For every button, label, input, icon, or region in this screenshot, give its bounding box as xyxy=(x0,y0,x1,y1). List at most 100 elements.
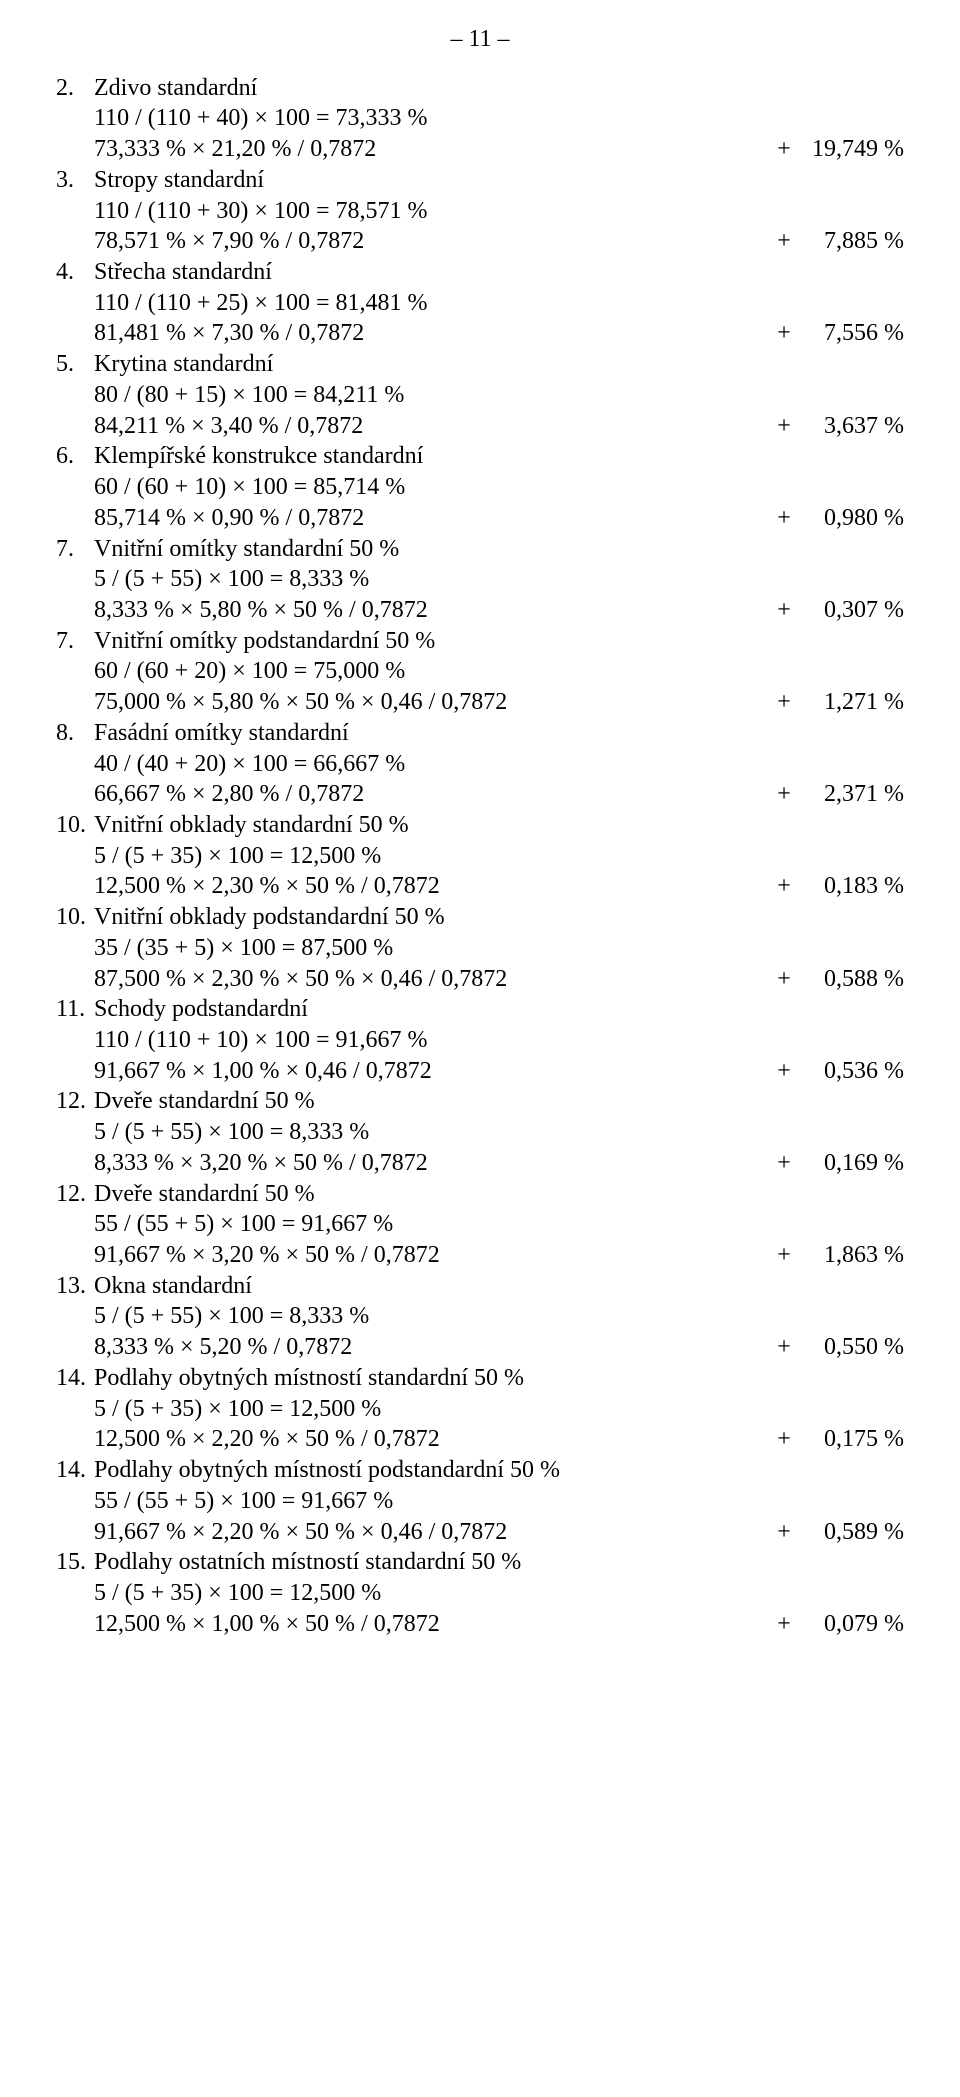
item-value: 19,749 % xyxy=(794,134,904,165)
item-heading-row: 14.Podlahy obytných místností podstandar… xyxy=(56,1455,904,1486)
item-calc: 110 / (110 + 10) × 100 = 91,667 % xyxy=(94,1025,904,1056)
item-calc: 5 / (5 + 55) × 100 = 8,333 % xyxy=(94,1117,904,1148)
calculation-item: 11.Schody podstandardní110 / (110 + 10) … xyxy=(56,994,904,1086)
item-result: 91,667 % × 2,20 % × 50 % × 0,46 / 0,7872 xyxy=(94,1517,507,1548)
item-heading: Stropy standardní xyxy=(94,165,264,196)
plus-sign: + xyxy=(774,318,794,349)
item-result: 91,667 % × 1,00 % × 0,46 / 0,7872 xyxy=(94,1056,432,1087)
document-page: – 11 – 2.Zdivo standardní110 / (110 + 40… xyxy=(0,0,960,1679)
item-heading-row: 2.Zdivo standardní xyxy=(56,73,904,104)
item-value-cell: +1,271 % xyxy=(728,687,904,718)
item-value-cell: +0,536 % xyxy=(728,1056,904,1087)
item-calc: 5 / (5 + 35) × 100 = 12,500 % xyxy=(94,1578,904,1609)
item-result-row: 81,481 % × 7,30 % / 0,7872 +7,556 % xyxy=(56,318,904,349)
plus-sign: + xyxy=(774,1424,794,1455)
item-result: 91,667 % × 3,20 % × 50 % / 0,7872 xyxy=(94,1240,440,1271)
item-value: 0,183 % xyxy=(794,871,904,902)
item-value: 0,079 % xyxy=(794,1609,904,1640)
item-calc: 110 / (110 + 25) × 100 = 81,481 % xyxy=(94,288,904,319)
item-value: 0,589 % xyxy=(794,1517,904,1548)
plus-sign: + xyxy=(774,503,794,534)
item-calc: 60 / (60 + 10) × 100 = 85,714 % xyxy=(94,472,904,503)
item-heading: Schody podstandardní xyxy=(94,994,308,1025)
item-heading: Vnitřní omítky podstandardní 50 % xyxy=(94,626,435,657)
item-heading-row: 3.Stropy standardní xyxy=(56,165,904,196)
item-heading-row: 12.Dveře standardní 50 % xyxy=(56,1179,904,1210)
item-calc: 35 / (35 + 5) × 100 = 87,500 % xyxy=(94,933,904,964)
item-heading-row: 10.Vnitřní obklady podstandardní 50 % xyxy=(56,902,904,933)
item-result: 66,667 % × 2,80 % / 0,7872 xyxy=(94,779,364,810)
item-heading-row: 14.Podlahy obytných místností standardní… xyxy=(56,1363,904,1394)
item-value: 1,271 % xyxy=(794,687,904,718)
plus-sign: + xyxy=(774,411,794,442)
item-heading-row: 15.Podlahy ostatních místností standardn… xyxy=(56,1547,904,1578)
item-heading-row: 12.Dveře standardní 50 % xyxy=(56,1086,904,1117)
item-number: 14. xyxy=(56,1363,94,1394)
item-calc: 5 / (5 + 55) × 100 = 8,333 % xyxy=(94,1301,904,1332)
item-value-cell: +0,169 % xyxy=(728,1148,904,1179)
item-heading-row: 7.Vnitřní omítky standardní 50 % xyxy=(56,534,904,565)
item-result-row: 8,333 % × 5,80 % × 50 % / 0,7872+0,307 % xyxy=(56,595,904,626)
item-result: 87,500 % × 2,30 % × 50 % × 0,46 / 0,7872 xyxy=(94,964,507,995)
item-result: 84,211 % × 3,40 % / 0,7872 xyxy=(94,411,363,442)
plus-sign: + xyxy=(774,595,794,626)
plus-sign: + xyxy=(774,779,794,810)
item-result: 78,571 % × 7,90 % / 0,7872 xyxy=(94,226,364,257)
item-heading: Dveře standardní 50 % xyxy=(94,1179,315,1210)
item-heading: Krytina standardní xyxy=(94,349,273,380)
calculation-item: 4.Střecha standardní110 / (110 + 25) × 1… xyxy=(56,257,904,349)
item-value: 3,637 % xyxy=(794,411,904,442)
item-value-cell: +19,749 % xyxy=(728,134,904,165)
item-value-cell: +7,885 % xyxy=(728,226,904,257)
item-number: 10. xyxy=(56,810,94,841)
item-value-cell: +0,079 % xyxy=(728,1609,904,1640)
item-heading-row: 7.Vnitřní omítky podstandardní 50 % xyxy=(56,626,904,657)
item-heading-row: 8.Fasádní omítky standardní xyxy=(56,718,904,749)
calculation-item: 10.Vnitřní obklady standardní 50 %5 / (5… xyxy=(56,810,904,902)
calculation-item: 12.Dveře standardní 50 %5 / (5 + 55) × 1… xyxy=(56,1086,904,1178)
item-value: 0,169 % xyxy=(794,1148,904,1179)
item-heading-row: 13.Okna standardní xyxy=(56,1271,904,1302)
calculation-item: 5.Krytina standardní80 / (80 + 15) × 100… xyxy=(56,349,904,441)
item-result-row: 75,000 % × 5,80 % × 50 % × 0,46 / 0,7872… xyxy=(56,687,904,718)
item-heading-row: 6.Klempířské konstrukce standardní xyxy=(56,441,904,472)
calculation-item: 6.Klempířské konstrukce standardní60 / (… xyxy=(56,441,904,533)
item-number: 6. xyxy=(56,441,94,472)
item-number: 8. xyxy=(56,718,94,749)
item-result: 12,500 % × 2,30 % × 50 % / 0,7872 xyxy=(94,871,440,902)
item-number: 3. xyxy=(56,165,94,196)
item-heading: Podlahy obytných místností standardní 50… xyxy=(94,1363,524,1394)
plus-sign: + xyxy=(774,687,794,718)
item-value-cell: +7,556 % xyxy=(728,318,904,349)
plus-sign: + xyxy=(774,1332,794,1363)
item-result-row: 84,211 % × 3,40 % / 0,7872 +3,637 % xyxy=(56,411,904,442)
item-value: 0,588 % xyxy=(794,964,904,995)
item-value-cell: +0,588 % xyxy=(728,964,904,995)
calculation-item: 14.Podlahy obytných místností podstandar… xyxy=(56,1455,904,1547)
item-number: 4. xyxy=(56,257,94,288)
item-value: 7,556 % xyxy=(794,318,904,349)
item-result-row: 91,667 % × 2,20 % × 50 % × 0,46 / 0,7872… xyxy=(56,1517,904,1548)
item-value: 1,863 % xyxy=(794,1240,904,1271)
item-result-row: 66,667 % × 2,80 % / 0,7872 +2,371 % xyxy=(56,779,904,810)
item-value-cell: +0,175 % xyxy=(728,1424,904,1455)
item-calc: 40 / (40 + 20) × 100 = 66,667 % xyxy=(94,749,904,780)
item-number: 12. xyxy=(56,1086,94,1117)
item-value: 2,371 % xyxy=(794,779,904,810)
item-heading: Zdivo standardní xyxy=(94,73,257,104)
item-result: 12,500 % × 2,20 % × 50 % / 0,7872 xyxy=(94,1424,440,1455)
page-number: – 11 – xyxy=(56,24,904,55)
calculation-list: 2.Zdivo standardní110 / (110 + 40) × 100… xyxy=(56,73,904,1640)
item-result-row: 85,714 % × 0,90 % / 0,7872+0,980 % xyxy=(56,503,904,534)
plus-sign: + xyxy=(774,226,794,257)
item-heading: Vnitřní obklady standardní 50 % xyxy=(94,810,409,841)
item-result-row: 12,500 % × 2,30 % × 50 % / 0,7872+0,183 … xyxy=(56,871,904,902)
item-calc: 60 / (60 + 20) × 100 = 75,000 % xyxy=(94,656,904,687)
item-result: 85,714 % × 0,90 % / 0,7872 xyxy=(94,503,364,534)
item-result-row: 12,500 % × 1,00 % × 50 % / 0,7872+0,079 … xyxy=(56,1609,904,1640)
item-result: 81,481 % × 7,30 % / 0,7872 xyxy=(94,318,364,349)
item-value: 0,550 % xyxy=(794,1332,904,1363)
plus-sign: + xyxy=(774,964,794,995)
plus-sign: + xyxy=(774,1056,794,1087)
calculation-item: 13.Okna standardní5 / (5 + 55) × 100 = 8… xyxy=(56,1271,904,1363)
